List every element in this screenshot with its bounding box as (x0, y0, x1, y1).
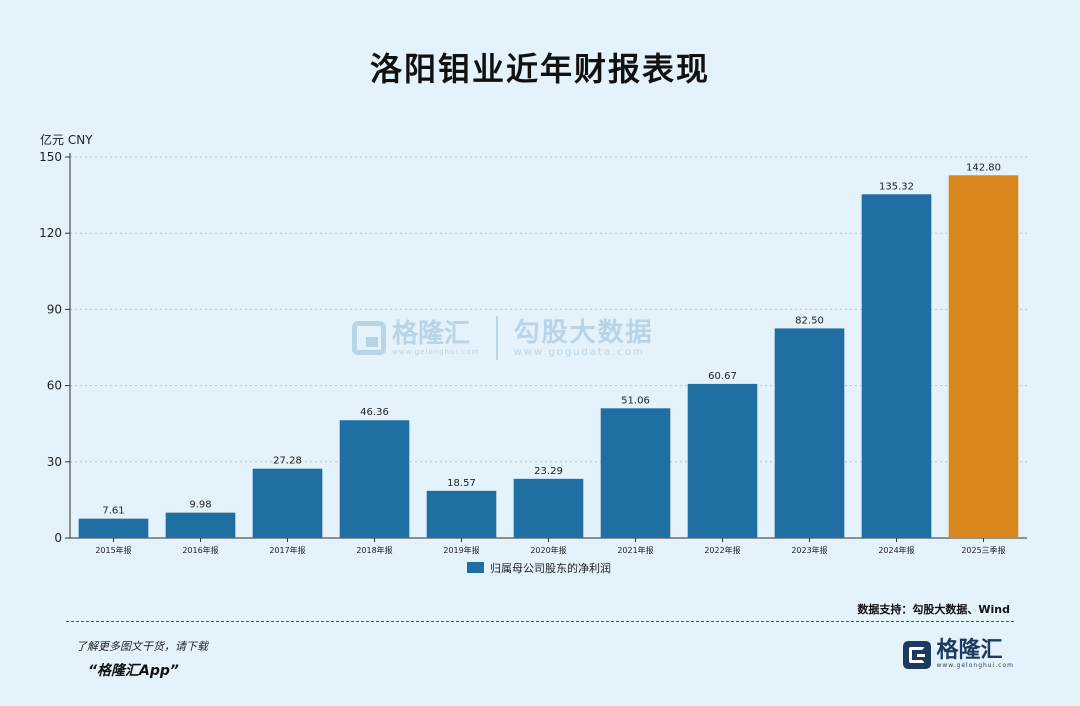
x-tick-label: 2019年报 (443, 545, 479, 555)
legend-swatch (467, 562, 484, 573)
bar-chart: 亿元 CNY 0 30 60 90 120 150 2015年报 2016年报 2017年报 201… (39, 132, 1027, 575)
bar (774, 328, 845, 538)
data-label: 46.36 (360, 407, 389, 418)
data-label: 135.32 (879, 181, 914, 192)
chart-title: 洛阳钼业近年财报表现 (369, 50, 710, 88)
bar (165, 512, 236, 538)
x-tick-label: 2022年报 (704, 545, 740, 555)
bar (513, 478, 584, 538)
x-tick-label: 2024年报 (878, 545, 914, 555)
y-axis-unit: 亿元 CNY (40, 132, 93, 147)
dashed-divider (66, 621, 1014, 622)
brand-url: www.gelonghui.com (936, 662, 1014, 669)
data-label: 23.29 (534, 466, 563, 477)
watermark-brand-2: 勾股大数据 (513, 317, 654, 348)
brand-logo: 格隆汇 www.gelonghui.com (903, 640, 1014, 669)
legend-label: 归属母公司股东的净利润 (490, 561, 611, 575)
y-tick-label: 150 (39, 150, 62, 164)
brand-name: 格隆汇 (936, 638, 1003, 663)
data-labels: 7.61 9.98 27.28 46.36 18.57 23.29 51.06 60.67 82… (102, 162, 1001, 516)
y-tick-label: 30 (47, 455, 62, 469)
bar (252, 468, 323, 538)
data-label: 27.28 (273, 456, 302, 467)
bar (426, 490, 497, 538)
promo-text: 了解更多图文干货，请下载 (76, 640, 208, 653)
bar (78, 518, 149, 538)
bar (948, 175, 1019, 538)
promo-app-name: “格隆汇App” (88, 663, 179, 679)
bar (339, 420, 410, 538)
x-tick-label: 2016年报 (182, 545, 218, 555)
y-tick-label: 60 (47, 379, 62, 393)
y-tick-label: 0 (54, 531, 62, 545)
data-label: 7.61 (102, 506, 124, 517)
data-label: 18.57 (447, 478, 476, 489)
watermark-logo-icon (352, 321, 386, 355)
watermark: 格隆汇 www.gelonghui.com 勾股大数据 www.gogudata… (352, 316, 654, 360)
data-source: 数据支持：勾股大数据、Wind (857, 603, 1010, 616)
y-tick-label: 90 (47, 302, 62, 316)
watermark-url-2: www.gogudata.com (513, 346, 645, 358)
data-label: 9.98 (189, 500, 211, 511)
bar (687, 383, 758, 538)
x-tick-label: 2020年报 (530, 545, 566, 555)
bar (861, 194, 932, 538)
watermark-separator (495, 316, 498, 360)
x-tick-label: 2021年报 (617, 545, 653, 555)
x-tick-label: 2018年报 (356, 545, 392, 555)
legend: 归属母公司股东的净利润 (467, 561, 611, 575)
bar (600, 408, 671, 538)
bars (78, 175, 1019, 538)
data-label: 82.50 (795, 315, 824, 326)
data-label: 51.06 (621, 395, 650, 406)
y-tick-label: 120 (39, 226, 62, 240)
watermark-brand: 格隆汇 (392, 319, 471, 349)
data-label: 142.80 (966, 162, 1001, 173)
x-tick-label: 2023年报 (791, 545, 827, 555)
x-tick-label: 2017年报 (269, 545, 305, 555)
x-tick-label: 2025三季报 (961, 545, 1005, 555)
watermark-url: www.gelonghui.com (392, 348, 480, 356)
x-tick-label: 2015年报 (95, 545, 131, 555)
data-label: 60.67 (708, 371, 737, 382)
brand-g-icon (903, 640, 932, 669)
